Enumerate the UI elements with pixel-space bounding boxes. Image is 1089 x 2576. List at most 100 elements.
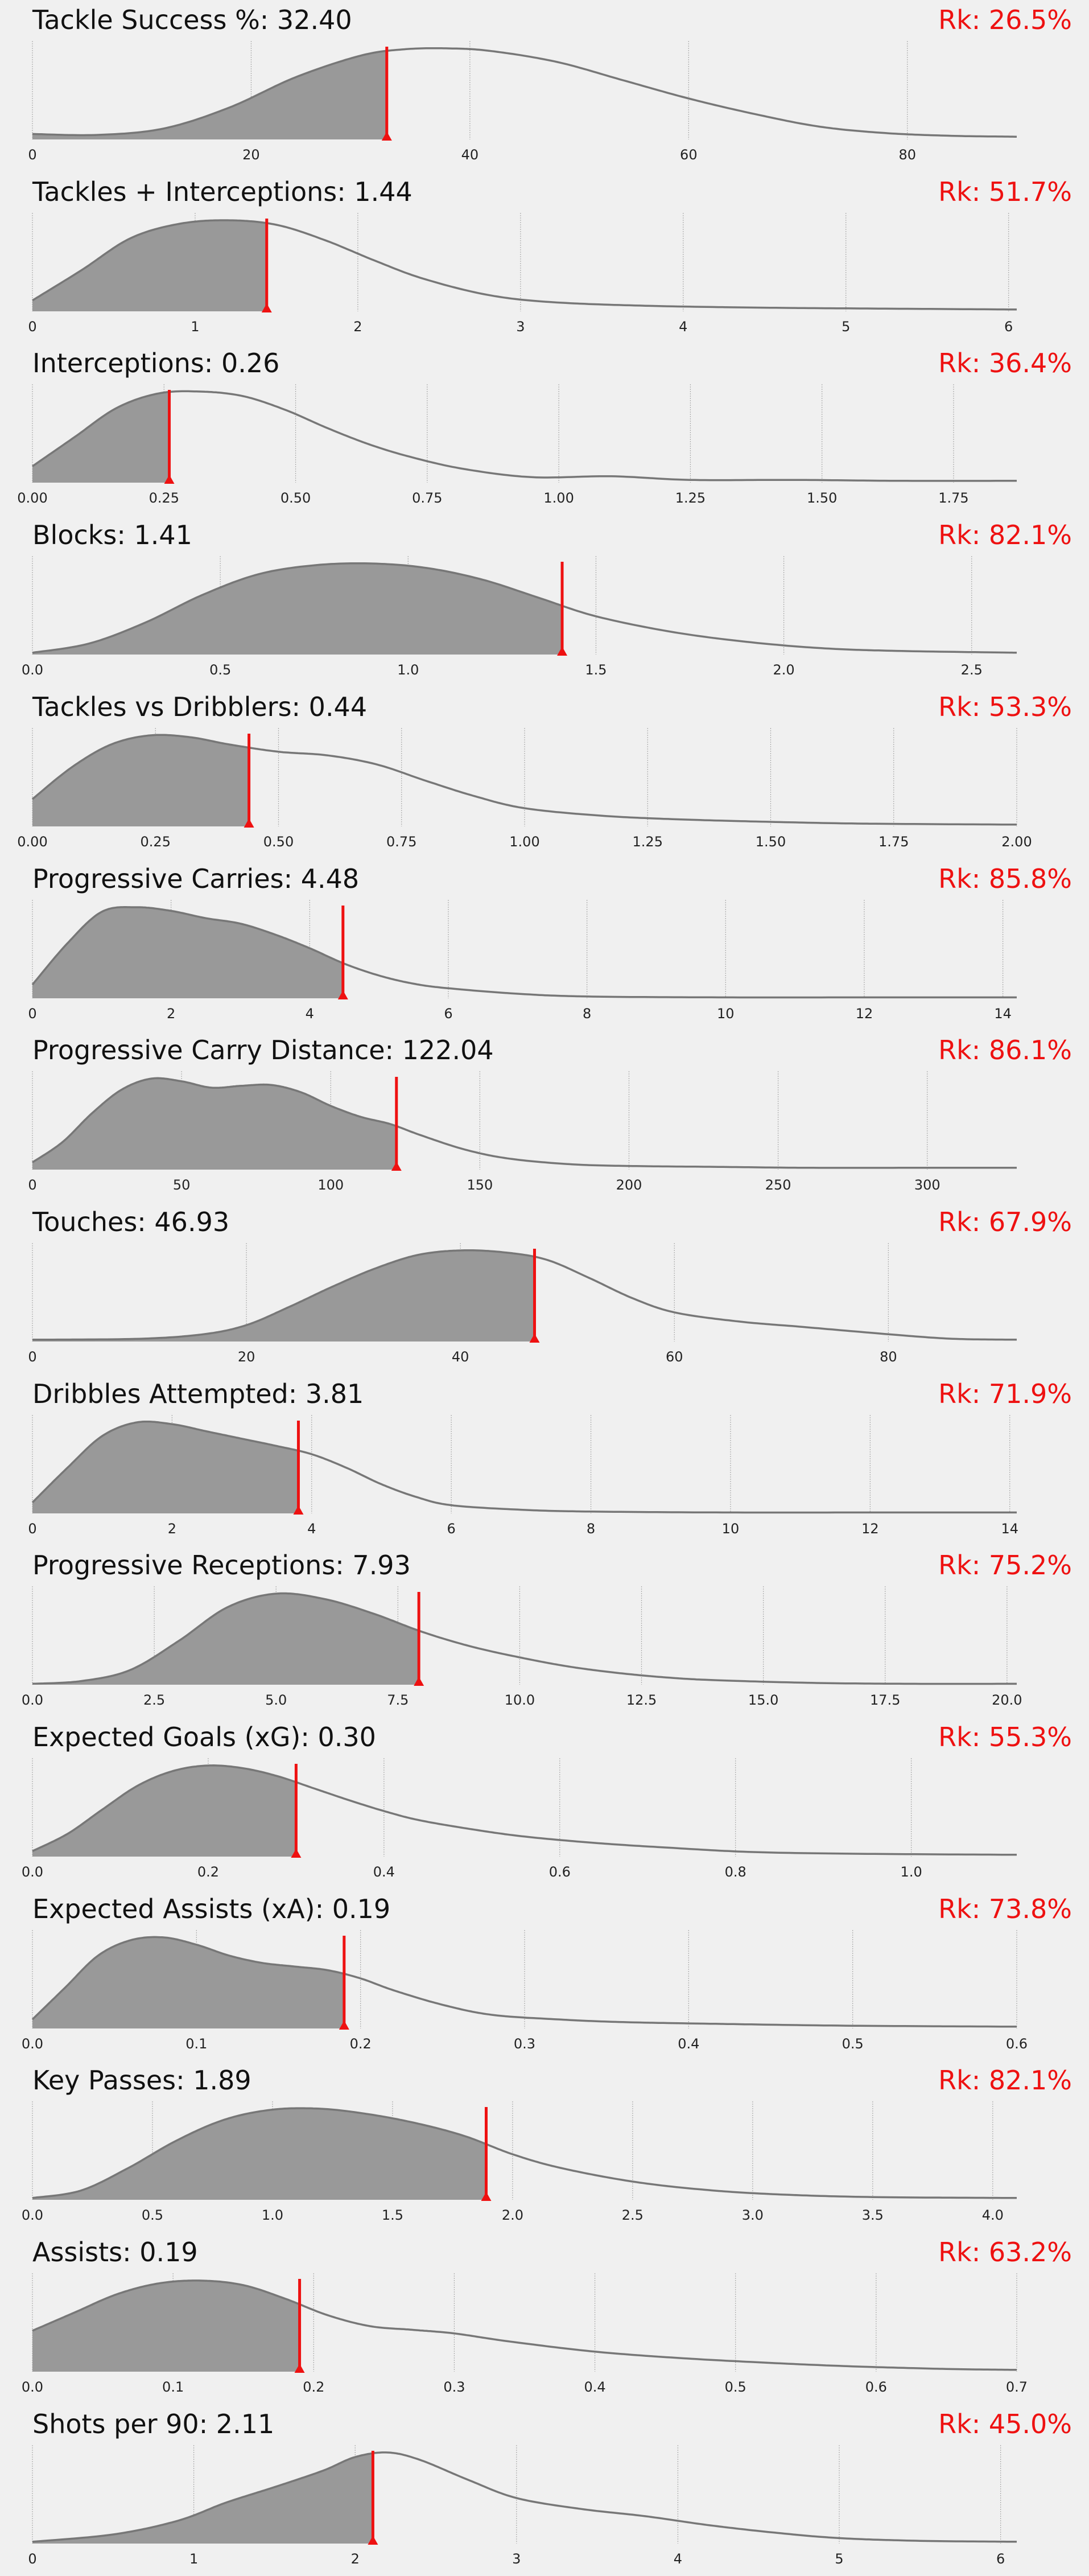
chart-title: Assists: 0.19 <box>32 2237 198 2268</box>
tick-label: 60 <box>680 147 698 163</box>
tick-label: 0.5 <box>209 662 231 678</box>
chart-panel: 0.0 0.1 0.2 0.3 0.4 0.5 0.6 Expected Assists (x… <box>0 1889 1089 2060</box>
density-curve <box>31 1420 1017 1513</box>
chart-panel: 0.0 0.2 0.4 0.6 0.8 1.0 Expected Goals (xG): 0… <box>0 1717 1089 1888</box>
chart-svg: 0 50 100 150 200 250 300 <box>28 1071 1017 1193</box>
tick-label: 0.0 <box>22 2036 43 2052</box>
tick-label: 1.25 <box>675 490 706 506</box>
rank-label: Rk: 26.5% <box>938 5 1072 35</box>
chart-panel: 0 50 100 150 200 250 300 Progressive Carry Dist… <box>0 1030 1089 1201</box>
shaded-area <box>32 1078 397 1170</box>
tick-label: 0.8 <box>725 1864 746 1880</box>
tick-label: 0.75 <box>386 834 416 850</box>
chart-svg: 0.0 0.1 0.2 0.3 0.4 0.5 0.6 <box>22 1929 1028 2052</box>
chart-panel: 0 2 4 6 8 10 12 14 Dribbles Attempted: 3.81 Rk: 7… <box>0 1374 1089 1545</box>
chart-title: Progressive Receptions: 7.93 <box>32 1550 411 1581</box>
density-curve <box>32 1249 1017 1341</box>
value-marker-triangle <box>481 2192 492 2201</box>
tick-label: 0.1 <box>185 2036 207 2052</box>
tick-label: 0.25 <box>141 834 171 850</box>
chart-panel: 0 1 2 3 4 5 6 Tackles + Interceptions: 1.44 Rk: … <box>0 172 1089 343</box>
value-marker-triangle <box>164 475 175 484</box>
tick-label: 0.0 <box>22 1864 43 1880</box>
chart-title: Progressive Carry Distance: 122.04 <box>32 1035 494 1066</box>
density-curve <box>32 47 1017 138</box>
tick-label: 3.0 <box>742 2207 764 2223</box>
density-curve <box>31 1936 1017 2028</box>
tick-label: 2.5 <box>961 662 983 678</box>
tick-label: 10 <box>717 1006 735 1022</box>
tick-label: 2 <box>351 2551 360 2567</box>
tick-label: 0.50 <box>280 490 311 506</box>
chart-svg: 0 1 2 3 4 5 6 <box>28 2445 1017 2567</box>
tick-label: 1.50 <box>756 834 786 850</box>
tick-label: 4 <box>306 1006 314 1022</box>
tick-label: 0.6 <box>865 2379 887 2395</box>
tick-label: 0.2 <box>350 2036 372 2052</box>
value-marker-triangle <box>294 2364 305 2373</box>
shaded-area <box>32 734 249 826</box>
tick-label: 5 <box>842 319 850 335</box>
tick-label: 1.50 <box>807 490 837 506</box>
rank-label: Rk: 55.3% <box>938 1722 1072 1752</box>
rank-label: Rk: 53.3% <box>938 691 1072 722</box>
chart-panel: 0 1 2 3 4 5 6 Shots per 90: 2.11 Rk: 45.0% <box>0 2404 1089 2575</box>
tick-label: 6 <box>996 2551 1005 2567</box>
value-marker-triangle <box>261 303 272 312</box>
tick-label: 14 <box>994 1006 1012 1022</box>
tick-label: 6 <box>1004 319 1013 335</box>
tick-label: 0.1 <box>162 2379 184 2395</box>
density-curve <box>32 1077 1017 1169</box>
density-curve <box>32 2279 1017 2371</box>
chart-svg: 0 2 4 6 8 10 12 14 <box>28 1414 1018 1537</box>
tick-label: 0.0 <box>22 1692 43 1708</box>
value-marker-triangle <box>391 1162 402 1171</box>
tick-label: 5.0 <box>265 1692 287 1708</box>
shaded-area <box>32 1937 344 2028</box>
density-curve <box>32 1764 1017 1856</box>
tick-label: 100 <box>317 1177 344 1193</box>
tick-label: 1.75 <box>878 834 909 850</box>
density-curve <box>32 2451 1017 2543</box>
tick-label: 4 <box>674 2551 682 2567</box>
density-curve <box>32 219 1017 311</box>
density-curve <box>32 562 1017 654</box>
value-marker-triangle <box>337 990 348 999</box>
tick-label: 15.0 <box>748 1692 778 1708</box>
chart-panel: 0.0 2.5 5.0 7.5 10.0 12.5 15.0 17.5 20.0 Progress… <box>0 1545 1089 1716</box>
tick-label: 8 <box>583 1006 591 1022</box>
chart-panel: 0.00 0.25 0.50 0.75 1.00 1.25 1.50 1.75 2.00 Tack… <box>0 687 1089 858</box>
chart-svg: 0 2 4 6 8 10 12 14 <box>28 899 1017 1022</box>
tick-label: 0 <box>28 1006 36 1022</box>
shaded-area <box>32 2280 300 2372</box>
chart-panel: 0.0 0.5 1.0 1.5 2.0 2.5 3.0 3.5 4.0 Key Passes: 1… <box>0 2060 1089 2231</box>
tick-label: 2 <box>167 1006 175 1022</box>
chart-panel: 0 20 40 60 80 Tackle Success %: 32.40 Rk: 26.5… <box>0 0 1089 171</box>
chart-svg: 0 1 2 3 4 5 6 <box>28 212 1017 335</box>
chart-title: Touches: 46.93 <box>32 1206 230 1237</box>
tick-label: 80 <box>880 1349 897 1365</box>
tick-label: 1.75 <box>938 490 968 506</box>
chart-title: Tackles vs Dribblers: 0.44 <box>32 691 368 722</box>
tick-label: 0.7 <box>1006 2379 1028 2395</box>
tick-label: 1.25 <box>633 834 663 850</box>
tick-label: 2.5 <box>143 1692 165 1708</box>
tick-label: 7.5 <box>387 1692 409 1708</box>
rank-label: Rk: 67.9% <box>938 1206 1072 1237</box>
value-marker-triangle <box>381 131 392 141</box>
density-curve <box>31 390 1017 483</box>
tick-label: 2.0 <box>502 2207 523 2223</box>
tick-label: 12 <box>861 1521 879 1537</box>
chart-title: Key Passes: 1.89 <box>32 2065 251 2096</box>
tick-label: 3 <box>512 2551 521 2567</box>
tick-label: 1.5 <box>382 2207 403 2223</box>
tick-label: 60 <box>666 1349 683 1365</box>
shaded-area <box>32 1765 296 1857</box>
tick-label: 12 <box>856 1006 873 1022</box>
chart-panel: 0 2 4 6 8 10 12 14 Progressive Carries: 4.48 Rk: … <box>0 859 1089 1030</box>
tick-label: 4 <box>307 1521 316 1537</box>
chart-title: Interceptions: 0.26 <box>32 348 280 379</box>
tick-label: 0 <box>28 319 36 335</box>
rank-label: Rk: 82.1% <box>938 2065 1072 2096</box>
